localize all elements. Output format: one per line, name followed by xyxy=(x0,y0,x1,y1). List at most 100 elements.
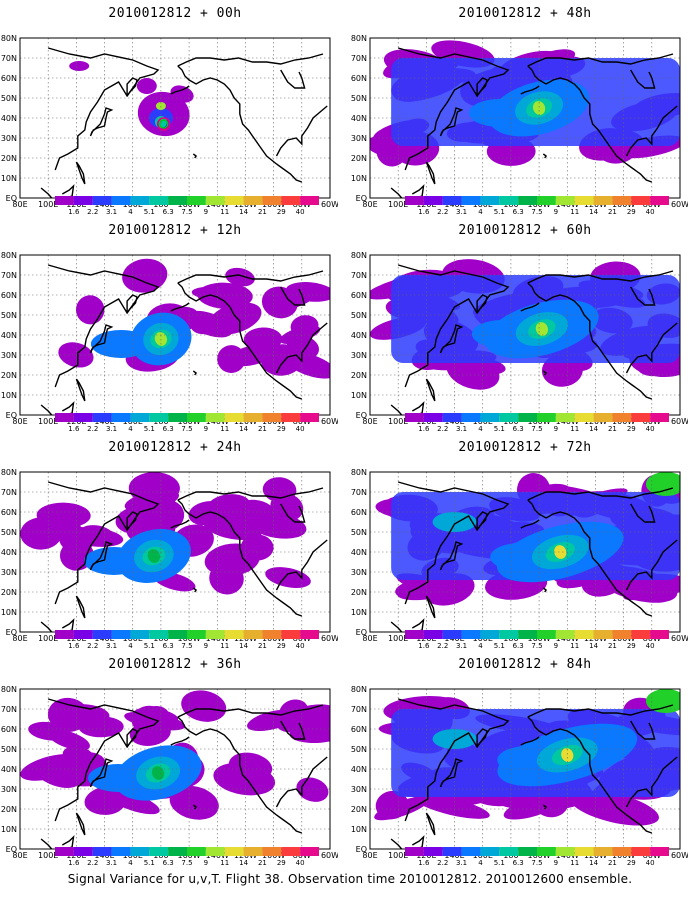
colorbar-swatch xyxy=(499,196,519,205)
colorbar-swatch xyxy=(461,847,481,856)
colorbar-swatch xyxy=(243,196,263,205)
y-tick-label: 20N xyxy=(1,371,17,380)
colorbar-label: 1.6 xyxy=(418,425,430,433)
colorbar-label: 5.1 xyxy=(144,208,155,216)
colorbar-swatch xyxy=(405,847,424,856)
coastline xyxy=(170,85,190,95)
y-tick-label: 20N xyxy=(351,154,367,163)
y-tick-label: 30N xyxy=(1,568,17,577)
colorbar-label: 1.6 xyxy=(68,208,80,216)
colorbar-label: 3.1 xyxy=(106,859,117,867)
colorbar: 1.6 2.2 3.1 4 5.1 6.3 7.5 9 11 14 21 29 40 xyxy=(405,630,669,650)
y-tick-label: 40N xyxy=(351,114,367,123)
y-tick-label: 30N xyxy=(351,568,367,577)
grid-lines xyxy=(370,38,680,198)
colorbar-label: 11 xyxy=(570,425,579,433)
colorbar-swatch xyxy=(612,847,632,856)
coastline xyxy=(425,378,436,402)
coastline xyxy=(192,587,198,593)
field-layer xyxy=(370,689,680,849)
colorbar-swatch xyxy=(423,413,443,422)
colorbar-label: 2.2 xyxy=(437,642,448,650)
colorbar-label: 40 xyxy=(646,208,655,216)
colorbar-swatch xyxy=(555,630,575,639)
y-tick-label: 10N xyxy=(1,608,17,617)
colorbar-swatch xyxy=(168,630,187,639)
colorbar-swatch xyxy=(149,413,169,422)
colorbar-label: 4 xyxy=(478,859,483,867)
x-tick-label: 100E xyxy=(388,634,408,643)
coastline xyxy=(527,282,653,400)
colorbar-swatch xyxy=(442,847,462,856)
field-blob xyxy=(81,525,113,541)
coastline xyxy=(520,519,540,529)
coastline xyxy=(40,621,53,632)
coastline xyxy=(275,105,328,157)
coastline xyxy=(75,812,86,836)
colorbar-swatch xyxy=(499,413,519,422)
panel-24h: 2010012812 + 24h80E100E120E140E160E18016… xyxy=(0,434,350,659)
y-tick-label: 70N xyxy=(1,54,17,63)
colorbar: 1.6 2.2 3.1 4 5.1 6.3 7.5 9 11 14 21 29 40 xyxy=(405,413,669,433)
y-tick-label: 60N xyxy=(1,291,17,300)
y-tick-label: 70N xyxy=(1,705,17,714)
colorbar-label: 2.2 xyxy=(87,425,98,433)
colorbar-swatch xyxy=(224,196,244,205)
colorbar-swatch xyxy=(281,630,301,639)
coastline xyxy=(520,85,540,95)
coastlines xyxy=(40,264,328,415)
map-plot: 80E100E120E140E160E180160W140W120W100W80… xyxy=(1,34,338,209)
y-tick-label: 60N xyxy=(1,74,17,83)
colorbar-swatch xyxy=(300,847,319,856)
colorbar-label: 3.1 xyxy=(456,425,467,433)
y-tick-label: 50N xyxy=(1,745,17,754)
y-tick-label: 40N xyxy=(351,548,367,557)
field-layer xyxy=(370,38,680,198)
field-blob xyxy=(600,577,653,599)
coastline xyxy=(177,270,324,284)
colorbar-label: 2.2 xyxy=(87,642,98,650)
colorbar-swatch xyxy=(149,196,169,205)
field-blob xyxy=(561,748,574,762)
y-tick-label: 70N xyxy=(1,488,17,497)
colorbar-label: 14 xyxy=(239,208,248,216)
field-blob xyxy=(88,764,149,792)
colorbar-label: 9 xyxy=(204,425,208,433)
colorbar: 1.6 2.2 3.1 4 5.1 6.3 7.5 9 11 14 21 29 40 xyxy=(55,630,319,650)
colorbar-swatch xyxy=(537,630,556,639)
colorbar-swatch xyxy=(168,413,187,422)
coastline xyxy=(89,107,114,137)
y-tick-label: 50N xyxy=(1,94,17,103)
colorbar-label: 4 xyxy=(128,642,133,650)
coastline xyxy=(630,286,656,306)
coastline xyxy=(439,758,464,788)
field-layer xyxy=(370,472,680,632)
y-tick-label: 50N xyxy=(351,528,367,537)
y-tick-label: 10N xyxy=(1,174,17,183)
field-blob xyxy=(471,320,532,348)
y-tick-label: 10N xyxy=(1,825,17,834)
field-blob xyxy=(283,351,330,379)
colorbar-label: 21 xyxy=(258,208,267,216)
colorbar-swatch xyxy=(168,196,187,205)
x-tick-label: 60W xyxy=(671,851,688,860)
colorbar-label: 29 xyxy=(627,642,636,650)
coastline xyxy=(542,370,548,376)
observation-marker xyxy=(156,117,171,131)
colorbar-swatch xyxy=(92,196,112,205)
x-tick-label: 80E xyxy=(362,417,377,426)
colorbar-swatch xyxy=(130,847,150,856)
colorbar-swatch xyxy=(555,847,575,856)
x-tick-label: 60W xyxy=(671,417,688,426)
colorbar-swatch xyxy=(262,630,282,639)
colorbar-swatch xyxy=(224,413,244,422)
coastline xyxy=(126,511,138,531)
colorbar-label: 14 xyxy=(589,859,598,867)
colorbar-swatch xyxy=(262,196,282,205)
coastline xyxy=(48,264,160,388)
x-tick-label: 100E xyxy=(38,417,58,426)
field-blob xyxy=(261,286,298,319)
colorbar-label: 5.1 xyxy=(494,425,505,433)
field-blob xyxy=(532,101,546,115)
field-blob xyxy=(279,325,321,344)
